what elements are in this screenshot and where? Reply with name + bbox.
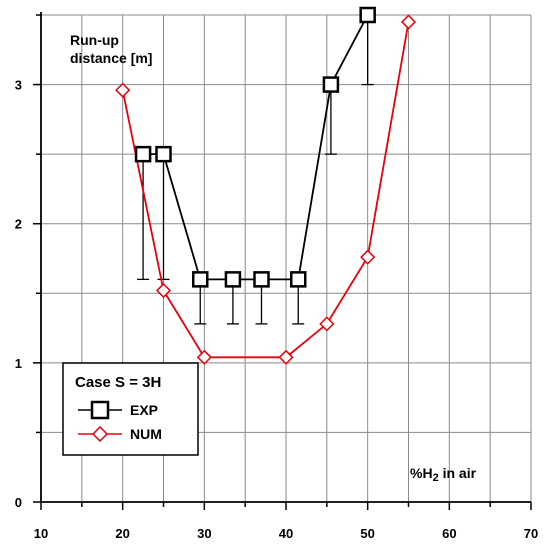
marker-num — [115, 82, 131, 98]
marker-exp — [155, 145, 172, 163]
legend: Case S = 3H EXP NUM — [62, 362, 199, 456]
legend-exp-label: EXP — [130, 402, 158, 418]
x-tick-label: 70 — [524, 526, 538, 541]
marker-exp — [253, 271, 270, 288]
y-tick-label: 2 — [15, 217, 22, 232]
marker-num — [155, 282, 172, 299]
series-line-exp — [143, 14, 369, 281]
legend-num-label: NUM — [130, 426, 162, 442]
legend-num-marker — [91, 425, 109, 443]
axes — [33, 12, 532, 510]
legend-exp-marker — [90, 400, 110, 420]
series-lines — [121, 14, 410, 359]
tick-labels: 10 20 30 40 50 60 70 0 1 2 3 — [15, 78, 538, 541]
legend-title: Case S = 3H — [75, 374, 161, 391]
series-line-num — [121, 21, 410, 359]
series-markers — [115, 6, 417, 365]
marker-num — [400, 14, 417, 30]
marker-exp — [359, 6, 376, 24]
x-tick-label: 20 — [115, 526, 129, 541]
x-tick-label: 50 — [360, 526, 374, 541]
marker-num — [196, 349, 212, 365]
x-tick-label: 30 — [197, 526, 211, 541]
marker-num — [278, 349, 294, 365]
y-axis-label-line1: Run-up — [70, 32, 119, 48]
x-axis-label: %H2 in air — [410, 465, 477, 484]
y-tick-label: 1 — [15, 356, 22, 371]
legend-box — [62, 362, 199, 456]
marker-num — [319, 316, 335, 332]
marker-exp — [322, 76, 340, 93]
marker-num — [360, 249, 376, 265]
x-tick-label: 10 — [34, 526, 48, 541]
x-tick-label: 60 — [442, 526, 456, 541]
y-tick-label: 0 — [15, 495, 22, 510]
marker-exp — [290, 271, 307, 288]
marker-exp — [134, 145, 152, 163]
marker-exp — [192, 271, 209, 288]
y-axis-label-line2: distance [m] — [70, 50, 152, 66]
x-tick-label: 40 — [279, 526, 293, 541]
marker-exp — [224, 271, 242, 288]
y-tick-label: 3 — [15, 78, 22, 93]
